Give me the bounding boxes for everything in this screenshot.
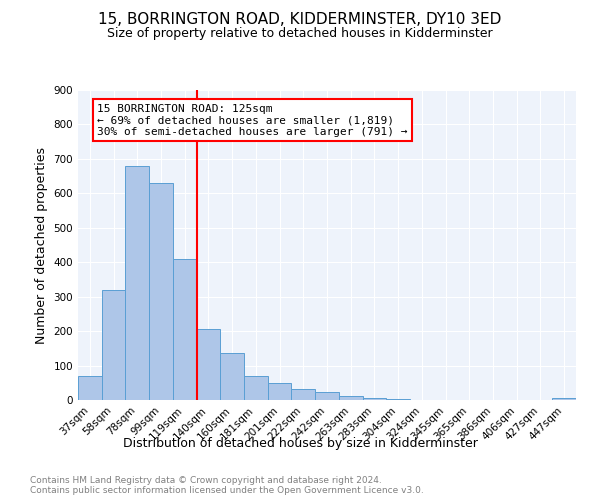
Y-axis label: Number of detached properties: Number of detached properties xyxy=(35,146,48,344)
Text: Size of property relative to detached houses in Kidderminster: Size of property relative to detached ho… xyxy=(107,28,493,40)
Bar xyxy=(78,376,102,400)
Bar xyxy=(220,353,244,400)
Bar xyxy=(197,328,220,400)
Text: Distribution of detached houses by size in Kidderminster: Distribution of detached houses by size … xyxy=(122,438,478,450)
Bar xyxy=(362,398,386,400)
Text: 15 BORRINGTON ROAD: 125sqm
← 69% of detached houses are smaller (1,819)
30% of s: 15 BORRINGTON ROAD: 125sqm ← 69% of deta… xyxy=(97,104,407,137)
Bar xyxy=(173,259,197,400)
Bar xyxy=(552,398,576,400)
Text: Contains HM Land Registry data © Crown copyright and database right 2024.
Contai: Contains HM Land Registry data © Crown c… xyxy=(30,476,424,495)
Bar xyxy=(125,166,149,400)
Bar xyxy=(102,290,125,400)
Bar xyxy=(244,376,268,400)
Text: 15, BORRINGTON ROAD, KIDDERMINSTER, DY10 3ED: 15, BORRINGTON ROAD, KIDDERMINSTER, DY10… xyxy=(98,12,502,28)
Bar xyxy=(292,388,315,400)
Bar xyxy=(315,392,339,400)
Bar xyxy=(268,384,292,400)
Bar xyxy=(339,396,362,400)
Bar xyxy=(149,183,173,400)
